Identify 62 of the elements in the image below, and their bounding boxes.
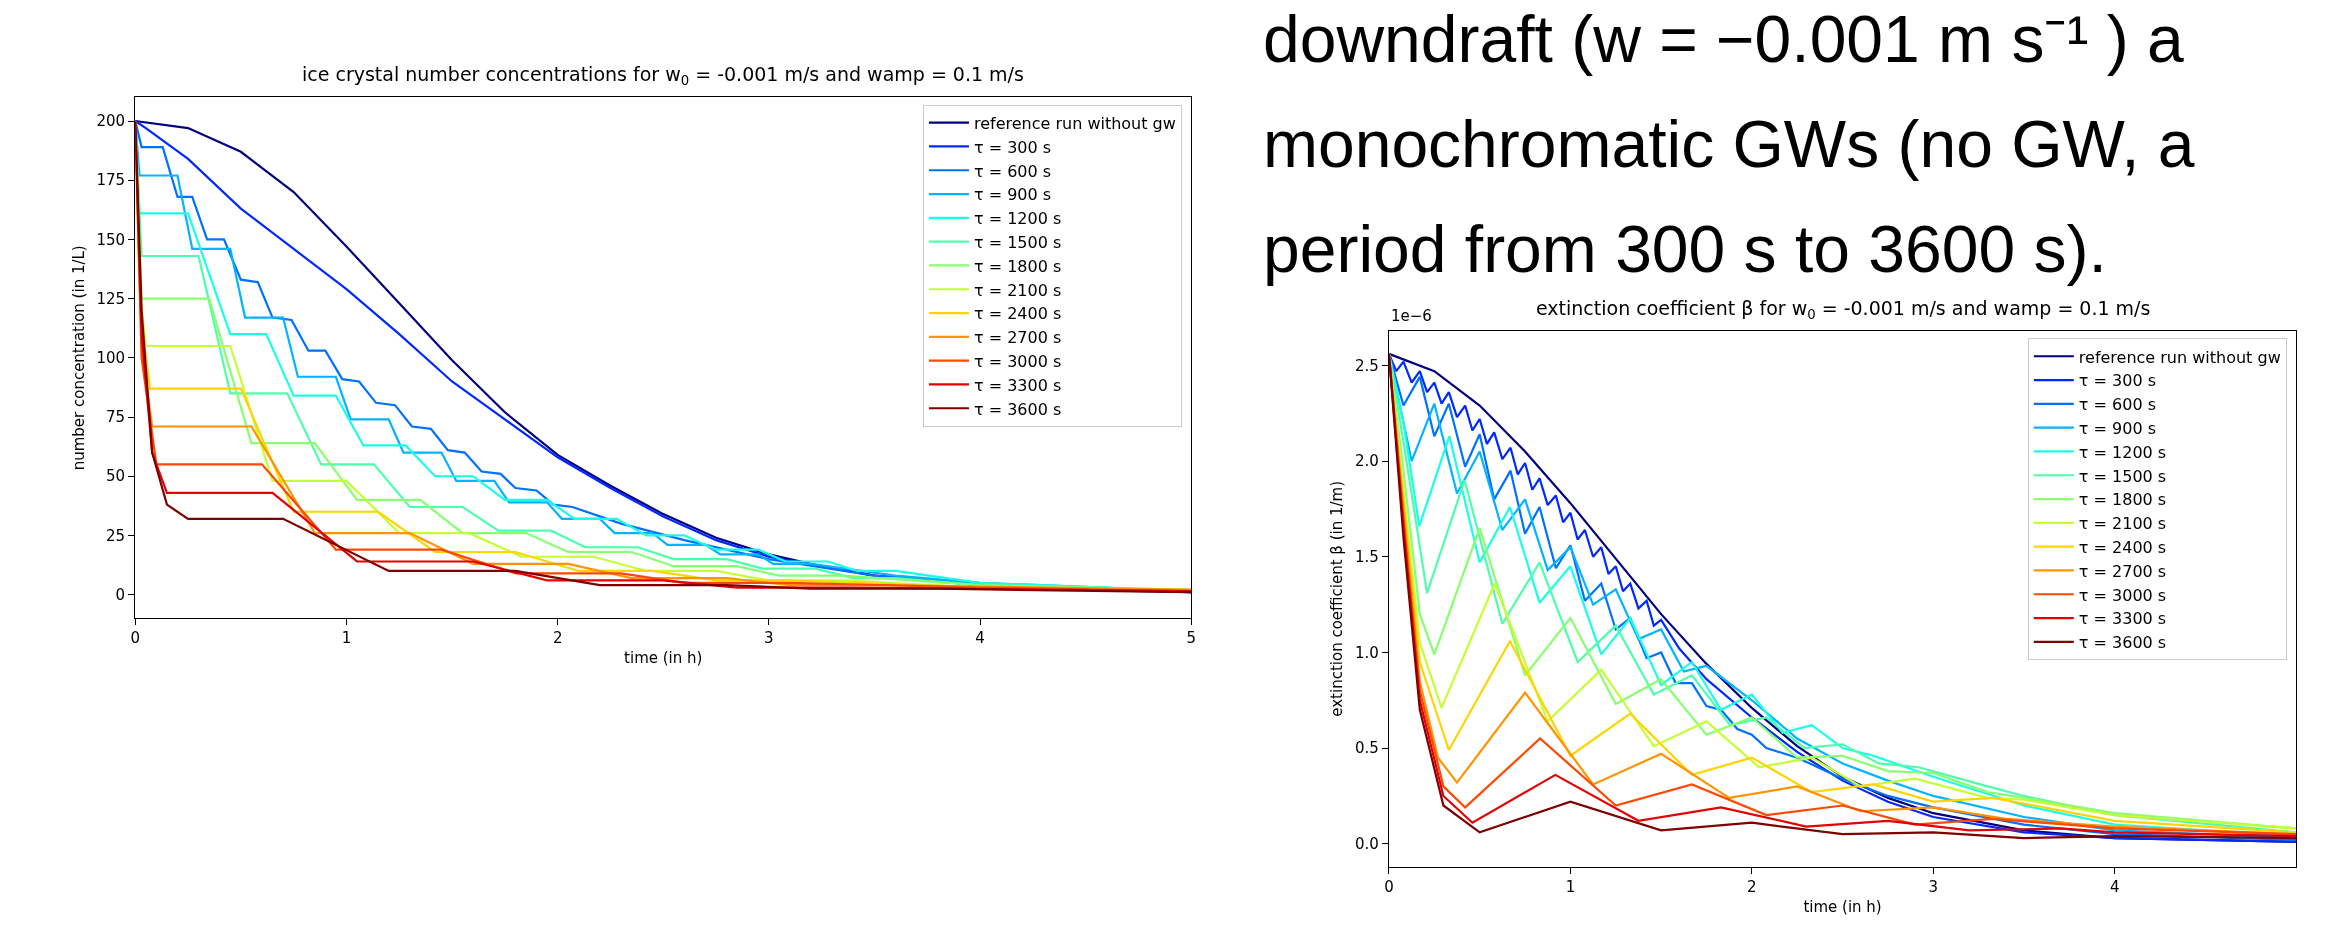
y-tick-label: 175 (96, 171, 126, 190)
y-tick-label: 200 (96, 112, 126, 131)
legend-label: τ = 2100 s (2078, 514, 2167, 534)
y-axis-title: extinction coefficient β (in 1/m) (1328, 480, 1347, 717)
y-tick-label: 75 (106, 408, 126, 427)
legend-label: τ = 1500 s (2078, 466, 2167, 486)
text: monochromatic GWs (no GW, a (1263, 107, 2195, 181)
x-tick-label: 0 (1384, 877, 1394, 896)
legend-label: τ = 1800 s (973, 256, 1062, 276)
legend-label: τ = 3300 s (2078, 609, 2167, 629)
legend-label: τ = 1500 s (973, 232, 1062, 252)
x-tick-label: 3 (1928, 877, 1939, 896)
y-tick-label: 100 (96, 349, 126, 368)
y-tick-label: 0.0 (1355, 835, 1379, 854)
legend-label: τ = 3600 s (973, 399, 1062, 419)
legend-label: τ = 3600 s (2078, 633, 2167, 653)
x-tick-label: 4 (975, 629, 985, 648)
y-tick-label: 0.5 (1355, 739, 1379, 758)
legend-label: τ = 300 s (2078, 371, 2156, 391)
chart-title: ice crystal number concentrations for w$_{0}$ = -0.001 m/s and wamp = 0.1 m/s (302, 63, 1024, 88)
legend-label: τ = 1800 s (2078, 490, 2167, 510)
chart-title: extinction coefficient β for w$_{0}$ = -0.001 m/s and wamp = 0.1 m/s (1536, 297, 2151, 322)
y-tick-label: 150 (96, 230, 126, 249)
y-tick-label: 0 (115, 585, 126, 604)
y-tick-label: 2.5 (1355, 356, 1379, 375)
x-tick-label: 2 (1747, 877, 1757, 896)
x-tick-label: 3 (764, 629, 774, 648)
x-tick-label: 2 (552, 629, 563, 648)
legend-label: τ = 1200 s (2078, 442, 2167, 462)
y-tick-label: 25 (106, 526, 126, 545)
legend-label: τ = 2400 s (973, 304, 1062, 324)
legend-label: τ = 2700 s (973, 328, 1062, 348)
x-tick-label: 5 (1186, 629, 1197, 648)
x-tick-label: 1 (1565, 877, 1576, 896)
legend-label: τ = 3300 s (973, 375, 1062, 395)
x-tick-label: 1 (341, 629, 352, 648)
legend-label: τ = 900 s (973, 185, 1052, 205)
legend-label: τ = 3000 s (2078, 585, 2167, 605)
legend-label: reference run without gw (2078, 347, 2281, 367)
y-tick-label: 1.0 (1355, 643, 1379, 662)
legend-label: τ = 2100 s (973, 280, 1062, 300)
text: 1e−6 (1391, 307, 1432, 325)
legend-label: τ = 1200 s (973, 209, 1062, 229)
x-axis-title: time (in h) (1803, 897, 1882, 916)
legend-label: τ = 2400 s (2078, 537, 2167, 557)
x-tick-label: 0 (130, 629, 141, 648)
y-tick-label: 125 (96, 289, 126, 308)
y-tick-label: 1.5 (1355, 547, 1379, 566)
legend-label: τ = 2700 s (2078, 561, 2167, 581)
legend-label: τ = 600 s (2078, 395, 2156, 415)
legend-label: τ = 900 s (2078, 418, 2156, 438)
x-axis-title: time (in h) (624, 649, 703, 668)
y-tick-label: 2.0 (1355, 452, 1379, 471)
legend-label: reference run without gw (973, 113, 1176, 133)
y-axis-title: number concentration (in 1/L) (69, 245, 88, 471)
legend-label: τ = 300 s (973, 137, 1052, 157)
text: downdraft (w = −0.001 m s⁻¹ ) a (1263, 2, 2185, 76)
legend-label: τ = 3000 s (973, 351, 1062, 371)
y-tick-label: 50 (106, 467, 126, 486)
legend-label: τ = 600 s (973, 161, 1052, 181)
x-tick-label: 4 (2109, 877, 2120, 896)
text: period from 300 s to 3600 s). (1263, 212, 2107, 286)
